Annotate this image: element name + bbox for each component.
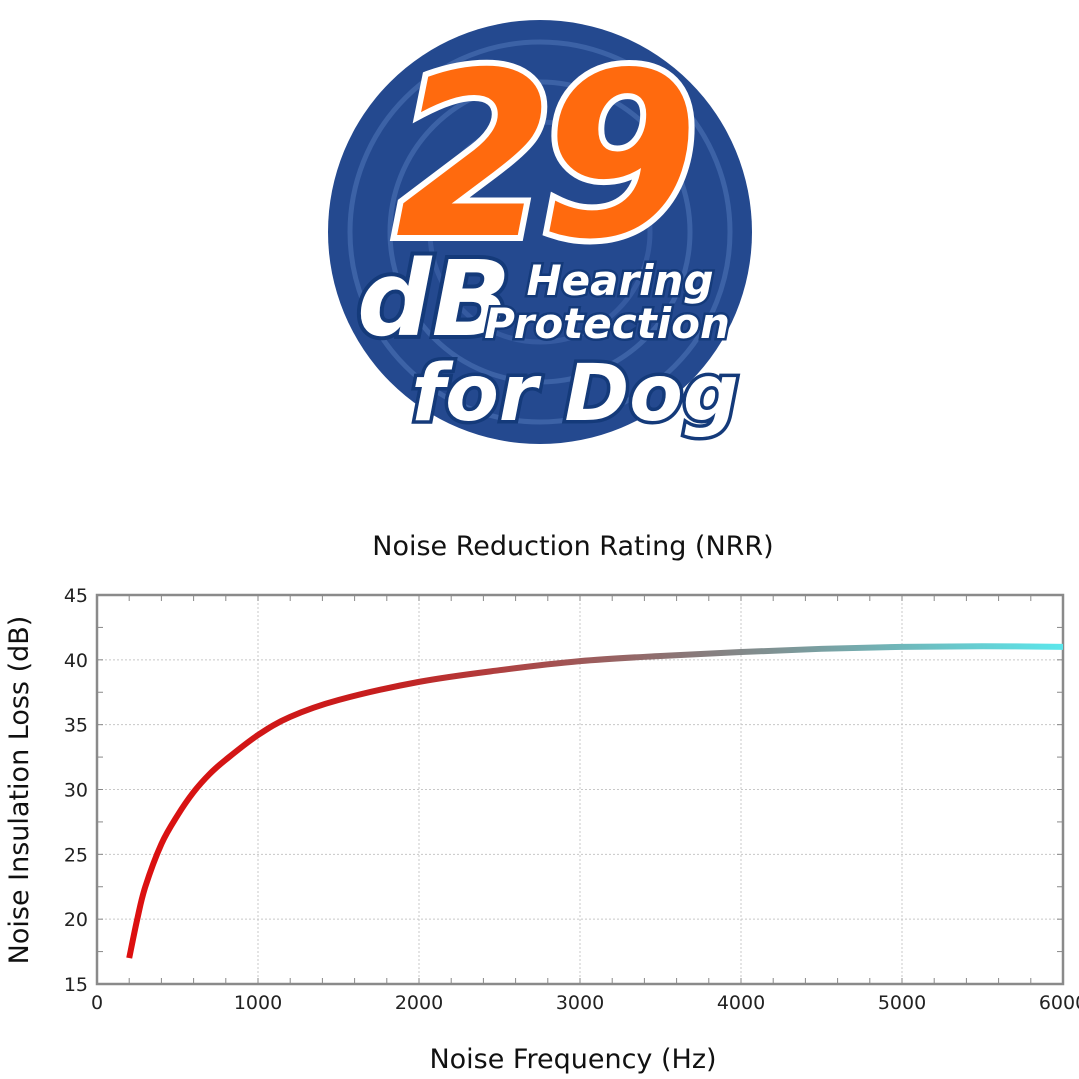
x-tick-label: 1000 <box>234 992 282 1014</box>
x-tick-label: 6000 <box>1039 992 1079 1014</box>
x-tick-label: 5000 <box>878 992 926 1014</box>
badge-line-hearing: Hearing <box>526 256 713 305</box>
badge-unit: dB <box>357 238 511 360</box>
hearing-protection-badge: 29 dB Hearing Protection for Dog <box>328 17 752 444</box>
chart-axes <box>95 593 1065 986</box>
nrr-curve <box>126 643 1064 959</box>
badge-ring-mid <box>387 79 693 385</box>
y-tick-labels: 15 20 25 30 35 40 45 <box>64 585 88 996</box>
x-tick-label: 2000 <box>395 992 443 1014</box>
chart-grid <box>96 594 1064 985</box>
badge-ring-outer <box>347 39 733 425</box>
x-tick-label: 3000 <box>556 992 604 1014</box>
x-tick-labels: 0 1000 2000 3000 4000 5000 6000 <box>91 992 1079 1014</box>
chart-title: Noise Reduction Rating (NRR) <box>372 531 773 562</box>
x-tick-label: 4000 <box>717 992 765 1014</box>
badge-line-protection: Protection <box>484 299 730 348</box>
chart-series <box>126 643 1064 959</box>
y-tick-label: 25 <box>64 844 88 866</box>
badge-ring-inner <box>427 119 653 345</box>
y-tick-label: 15 <box>64 974 88 996</box>
x-axis-label: Noise Frequency (Hz) <box>429 1044 716 1075</box>
x-tick-label: 0 <box>91 992 103 1014</box>
y-axis-label: Noise Insulation Loss (dB) <box>4 616 35 965</box>
y-tick-label: 35 <box>64 715 88 737</box>
plot-frame <box>95 593 1065 986</box>
y-tick-label: 20 <box>64 909 88 931</box>
badge-line-for-dog: for Dog <box>411 349 738 439</box>
y-tick-label: 45 <box>64 585 88 607</box>
y-tick-label: 40 <box>64 650 88 672</box>
y-tick-label: 30 <box>64 780 88 802</box>
badge-number: 29 <box>395 23 689 289</box>
